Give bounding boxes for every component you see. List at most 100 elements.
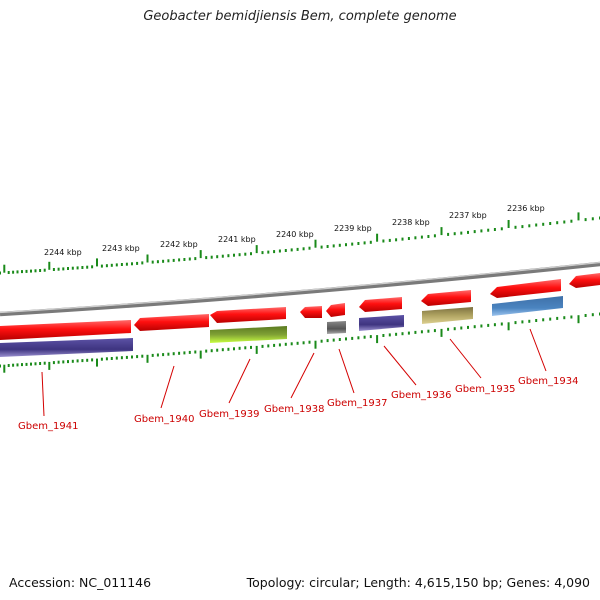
ruler-minor-tick (183, 258, 186, 261)
ruler-minor-tick (131, 355, 133, 359)
ruler-minor-tick (382, 334, 385, 337)
ruler-minor-tick (221, 348, 224, 352)
ruler-minor-tick (71, 266, 74, 270)
ruler-minor-tick (39, 362, 42, 365)
ruler-minor-tick (284, 249, 287, 252)
ruler-minor-tick (167, 352, 170, 356)
ruler-minor-tick (467, 325, 469, 329)
ruler-minor-tick (278, 343, 281, 347)
gene-label[interactable]: Gbem_1941 (18, 421, 78, 432)
ruler-major-tick (48, 261, 51, 270)
ruler-minor-tick (120, 356, 123, 360)
ruler-minor-tick (115, 356, 118, 360)
ruler-minor-tick (21, 363, 23, 367)
scale-label: 2240 kbp (276, 230, 314, 239)
ruler-major-tick (507, 322, 510, 331)
ruler-minor-tick (172, 258, 175, 262)
ruler-major-tick (314, 239, 317, 248)
ruler-minor-tick (115, 263, 118, 267)
gene-arrow-plus[interactable] (134, 314, 209, 331)
ruler-minor-tick (369, 335, 372, 339)
ruler-minor-tick (21, 270, 23, 274)
gene-arrow-plus[interactable] (300, 306, 322, 318)
ruler-minor-tick (188, 350, 191, 354)
scale-label: 2243 kbp (102, 244, 140, 253)
ruler-minor-tick (556, 316, 559, 320)
ruler-minor-tick (244, 346, 247, 350)
gene-label[interactable]: Gbem_1939 (199, 409, 259, 420)
ruler-minor-tick (57, 360, 60, 364)
ruler-minor-tick (487, 228, 490, 232)
ruler-minor-tick (178, 351, 181, 355)
gene-arrow-minus[interactable] (359, 315, 404, 331)
ruler-minor-tick (591, 217, 594, 221)
ruler-major-tick (96, 258, 98, 267)
gene-label[interactable]: Gbem_1940 (134, 414, 194, 425)
ruler-minor-tick (238, 253, 241, 257)
ruler-minor-tick (433, 234, 436, 238)
genome-backbone-highlight (0, 261, 600, 314)
ruler-major-tick (146, 254, 149, 263)
gene-label[interactable]: Gbem_1936 (391, 390, 451, 401)
gene-arrow-plus[interactable] (421, 290, 471, 306)
ruler-minor-tick (357, 336, 360, 340)
ruler-minor-tick (278, 249, 281, 253)
scale-label: 2236 kbp (507, 204, 545, 213)
ruler-minor-tick (71, 359, 74, 363)
ruler-minor-tick (227, 347, 230, 351)
ruler-major-tick (440, 227, 443, 236)
gene-arrow-plus[interactable] (326, 303, 345, 317)
gene-arrow-plus[interactable] (569, 273, 600, 288)
gene-arrow-plus[interactable] (210, 307, 286, 323)
scale-label: 2241 kbp (218, 235, 256, 244)
ruler-minor-tick (136, 261, 139, 265)
ruler-minor-tick (467, 230, 469, 234)
ruler-minor-tick (514, 225, 517, 229)
ruler-minor-tick (172, 352, 175, 356)
gene-label[interactable]: Gbem_1937 (327, 398, 387, 409)
gene-arrow-plus[interactable] (0, 320, 131, 340)
gene-arrow-minus[interactable] (422, 307, 473, 324)
ruler-minor-tick (302, 341, 305, 345)
scale-label: 2244 kbp (44, 248, 82, 257)
gene-arrow-plus[interactable] (490, 279, 561, 298)
gene-arrow-minus[interactable] (327, 321, 346, 334)
ruler-minor-tick (401, 332, 404, 336)
ruler-major-tick (507, 220, 510, 228)
ruler-minor-tick (345, 337, 347, 341)
ruler-minor-tick (34, 269, 37, 273)
ruler-minor-tick (320, 245, 323, 249)
ruler-minor-tick (205, 349, 208, 353)
ruler-minor-tick (210, 349, 213, 353)
ruler-minor-tick (363, 241, 366, 245)
ruler-minor-tick (407, 237, 410, 240)
gene-arrow-minus[interactable] (0, 338, 133, 357)
gene-label[interactable]: Gbem_1935 (455, 384, 515, 395)
ruler-major-tick (314, 340, 317, 349)
ruler-minor-tick (30, 362, 32, 366)
ruler-minor-tick (542, 318, 545, 322)
ruler-major-tick (376, 233, 379, 242)
gene-arrow-minus[interactable] (210, 326, 287, 343)
gene-arrow-minus[interactable] (492, 296, 563, 316)
gene-arrow-plus[interactable] (359, 297, 402, 312)
ruler-minor-tick (43, 361, 46, 365)
ruler-minor-tick (521, 320, 524, 324)
ruler-minor-tick (81, 266, 84, 269)
gene-label[interactable]: Gbem_1934 (518, 376, 578, 387)
ruler-minor-tick (453, 327, 456, 331)
ruler-minor-tick (563, 316, 566, 320)
ruler-minor-tick (535, 223, 538, 227)
ruler-minor-tick (76, 359, 79, 363)
ruler-major-tick (3, 364, 6, 373)
leader-line (41, 371, 45, 417)
ruler-minor-tick (584, 218, 587, 222)
ruler-major-tick (96, 358, 98, 367)
page-title: Geobacter bemidjiensis Bem, complete gen… (143, 9, 457, 24)
ruler-minor-tick (216, 348, 219, 352)
ruler-minor-tick (105, 357, 108, 361)
ruler-minor-tick (493, 228, 496, 231)
scale-ruler-upper (0, 212, 600, 275)
ruler-major-tick (146, 354, 149, 363)
gene-label[interactable]: Gbem_1938 (264, 404, 324, 415)
